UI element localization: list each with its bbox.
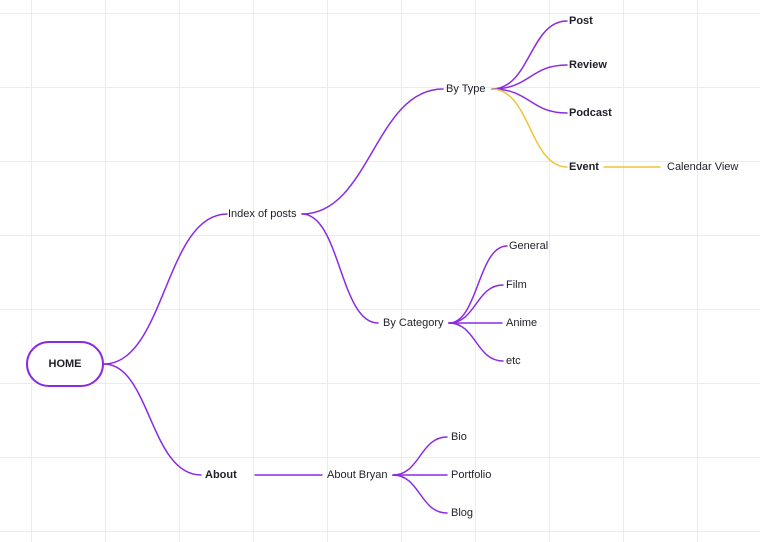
node-by-category[interactable]: By Category — [383, 317, 444, 329]
edge-bycategory-general — [448, 245, 508, 324]
node-home-label: HOME — [48, 358, 82, 370]
node-about-bryan[interactable]: About Bryan — [327, 469, 388, 481]
node-review[interactable]: Review — [569, 59, 607, 71]
node-anime[interactable]: Anime — [506, 317, 538, 329]
node-general[interactable]: General — [509, 240, 549, 252]
edge-bytype-review — [491, 64, 568, 90]
edge-home-about — [103, 363, 202, 476]
node-by-type[interactable]: By Type — [446, 83, 486, 95]
edge-index-bycategory — [301, 213, 379, 324]
node-index-of-posts[interactable]: Index of posts — [228, 208, 297, 220]
node-etc[interactable]: etc — [506, 355, 521, 367]
edge-bytype-post — [491, 20, 568, 90]
node-portfolio[interactable]: Portfolio — [451, 469, 492, 481]
node-event[interactable]: Event — [569, 161, 599, 173]
edge-bycategory-film — [448, 284, 504, 324]
node-podcast[interactable]: Podcast — [569, 107, 612, 119]
node-post[interactable]: Post — [569, 15, 593, 27]
edge-index-bytype — [301, 88, 444, 215]
node-bio[interactable]: Bio — [451, 431, 467, 443]
edge-bytype-podcast — [491, 88, 568, 114]
node-calendar-view[interactable]: Calendar View — [667, 161, 739, 173]
edge-bytype-event — [491, 88, 568, 168]
node-home[interactable]: HOME — [26, 341, 104, 387]
node-film[interactable]: Film — [506, 279, 527, 291]
node-about[interactable]: About — [205, 469, 237, 481]
edge-aboutbryan-bio — [392, 436, 448, 476]
node-blog[interactable]: Blog — [451, 507, 474, 519]
edge-bycategory-etc — [448, 322, 504, 362]
edge-aboutbryan-blog — [392, 474, 448, 514]
edge-home-index — [103, 213, 228, 365]
